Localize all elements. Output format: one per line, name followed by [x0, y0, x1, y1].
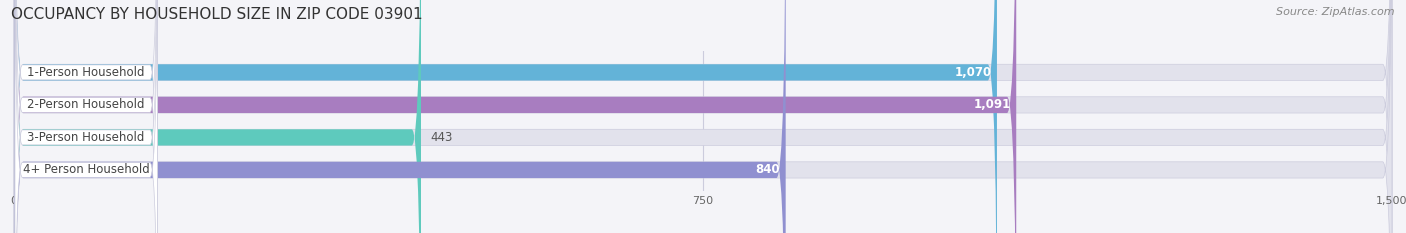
- FancyBboxPatch shape: [14, 0, 420, 233]
- FancyBboxPatch shape: [14, 0, 1392, 233]
- Text: 1,070: 1,070: [955, 66, 991, 79]
- Text: 2-Person Household: 2-Person Household: [28, 98, 145, 111]
- FancyBboxPatch shape: [15, 0, 157, 233]
- FancyBboxPatch shape: [14, 0, 1392, 233]
- Text: OCCUPANCY BY HOUSEHOLD SIZE IN ZIP CODE 03901: OCCUPANCY BY HOUSEHOLD SIZE IN ZIP CODE …: [11, 7, 423, 22]
- Text: 4+ Person Household: 4+ Person Household: [22, 163, 149, 176]
- FancyBboxPatch shape: [15, 0, 157, 233]
- FancyBboxPatch shape: [15, 0, 157, 233]
- FancyBboxPatch shape: [15, 0, 157, 233]
- FancyBboxPatch shape: [14, 0, 1017, 233]
- FancyBboxPatch shape: [14, 0, 1392, 233]
- Text: 1-Person Household: 1-Person Household: [28, 66, 145, 79]
- Text: 443: 443: [430, 131, 453, 144]
- FancyBboxPatch shape: [14, 0, 1392, 233]
- Text: Source: ZipAtlas.com: Source: ZipAtlas.com: [1277, 7, 1395, 17]
- FancyBboxPatch shape: [14, 0, 786, 233]
- Text: 1,091: 1,091: [973, 98, 1011, 111]
- Text: 840: 840: [755, 163, 780, 176]
- FancyBboxPatch shape: [14, 0, 997, 233]
- Text: 3-Person Household: 3-Person Household: [28, 131, 145, 144]
